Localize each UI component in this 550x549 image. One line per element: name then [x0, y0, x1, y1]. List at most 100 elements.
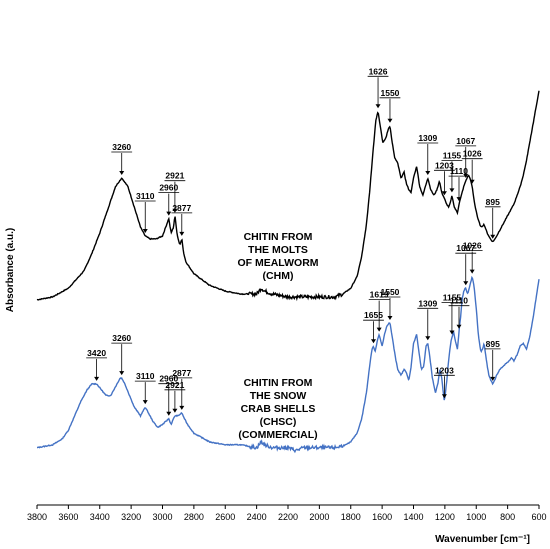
x-tick-label: 3800: [27, 512, 47, 522]
peak-arrowhead: [376, 327, 382, 332]
x-tick-label: 3600: [58, 512, 78, 522]
peak-arrowhead: [387, 118, 393, 123]
peak-arrowhead: [172, 408, 178, 413]
peak-label: 1067: [456, 243, 475, 253]
peak-arrowhead: [166, 411, 172, 416]
peak-label: 1655: [364, 310, 383, 320]
peak-label: 3260: [112, 333, 131, 343]
peak-arrowhead: [119, 371, 125, 376]
peak-label: 3110: [136, 191, 155, 201]
peak-label: 1026: [463, 241, 482, 251]
x-tick-label: 1600: [372, 512, 392, 522]
peak-arrowhead: [425, 171, 431, 175]
sample-label-chsc: THE SNOW: [250, 390, 307, 402]
peak-chm-1309: 1309: [417, 133, 439, 175]
peak-chm-2960: 2960: [158, 183, 180, 216]
peak-label: 1309: [418, 298, 437, 308]
peak-label: 2877: [172, 368, 191, 378]
x-tick-label: 2800: [184, 512, 204, 522]
peak-label: 3420: [87, 348, 106, 358]
x-tick-label: 600: [531, 512, 546, 522]
series-layer: [36, 90, 540, 454]
x-tick-label: 3200: [121, 512, 141, 522]
peak-chm-3110: 3110: [134, 191, 156, 233]
peak-label: 1110: [450, 296, 468, 306]
peak-label: 1550: [381, 88, 400, 98]
x-tick-label: 1400: [403, 512, 423, 522]
peak-chsc-1309: 1309: [417, 298, 439, 341]
series-line-chsc: [37, 275, 540, 454]
x-tick-label: 1000: [466, 512, 486, 522]
peak-chsc-3260: 3260: [111, 333, 133, 376]
peak-arrowhead: [172, 208, 178, 213]
peak-chsc-1110: 1110: [448, 296, 470, 329]
x-axis-label: Wavenumber [cm⁻¹]: [435, 534, 530, 545]
peak-arrowhead: [119, 171, 125, 175]
sample-label-chsc: CRAB SHELLS: [241, 403, 316, 415]
peak-label: 2877: [172, 203, 191, 213]
peak-chm-3260: 3260: [111, 142, 133, 175]
peak-arrowhead: [456, 197, 462, 202]
peak-arrowhead: [179, 405, 185, 410]
peak-arrowhead: [469, 179, 475, 184]
sample-label-chsc: (CHSC): [260, 416, 297, 428]
peak-arrowhead: [490, 234, 496, 239]
peak-chsc-3420: 3420: [86, 348, 108, 381]
peak-label: 3110: [136, 371, 155, 381]
peak-label: 895: [486, 197, 500, 207]
peak-label: 1550: [381, 287, 400, 297]
peak-chsc-2877: 2877: [171, 368, 193, 410]
peak-arrowhead: [166, 211, 172, 216]
peak-chm-2921: 2921: [164, 171, 186, 213]
peak-chsc-1550: 1550: [379, 287, 401, 320]
peak-arrowhead: [375, 104, 381, 109]
peak-arrowhead: [179, 231, 185, 236]
peak-arrowhead: [425, 336, 431, 341]
peak-label: 1155: [443, 293, 462, 303]
peak-label: 3260: [112, 142, 131, 152]
x-tick-label: 800: [500, 512, 515, 522]
peak-arrowhead: [94, 376, 100, 381]
x-tick-label: 2200: [278, 512, 298, 522]
peak-label: 2960: [159, 374, 178, 384]
peak-arrowhead: [370, 339, 376, 344]
peak-arrowhead: [441, 191, 447, 196]
peak-chsc-1619: 1619: [368, 290, 390, 332]
peak-arrowhead: [449, 188, 455, 193]
peak-chm-1203: 1203: [434, 160, 455, 196]
peak-arrowhead: [387, 316, 393, 320]
peak-label: 1110: [450, 166, 468, 176]
x-tick-label: 1200: [435, 512, 455, 522]
peak-label: 1026: [463, 149, 482, 159]
peak-label: 1619: [370, 290, 389, 300]
peak-annotations: 3260311029602921287716261550130912031155…: [86, 66, 501, 416]
peak-arrowhead: [441, 394, 447, 399]
peak-arrowhead: [469, 269, 475, 274]
peak-chsc-1655: 1655: [363, 310, 384, 344]
peak-chsc-1203: 1203: [434, 365, 455, 399]
peak-chm-1626: 1626: [367, 66, 389, 109]
peak-label: 1203: [435, 365, 454, 375]
peak-label: 1203: [435, 160, 454, 170]
peak-label: 2921: [165, 171, 184, 181]
sample-label-chsc: CHITIN FROM: [244, 377, 313, 389]
peak-chsc-1067: 1067: [455, 243, 477, 286]
peak-label: 1626: [369, 66, 388, 76]
peak-chsc-1155: 1155: [441, 293, 463, 335]
x-tick-label: 3400: [90, 512, 110, 522]
sample-label-chm: OF MEALWORM: [237, 257, 318, 269]
peak-chsc-1026: 1026: [461, 241, 483, 274]
peak-chsc-3110: 3110: [134, 371, 156, 405]
peak-arrowhead: [456, 324, 462, 329]
peak-label: 895: [486, 339, 500, 349]
x-axis-ticks: 3800 3600 3400 3200 3000 2800 2600 2400 2200 2000…: [27, 505, 547, 522]
peak-label: 2921: [165, 380, 184, 390]
peak-label: 1067: [456, 136, 475, 146]
sample-label-chsc: (COMMERCIAL): [238, 429, 317, 441]
peak-arrowhead: [142, 400, 148, 405]
peak-arrowhead: [449, 330, 455, 335]
peak-chsc-895: 895: [484, 339, 501, 381]
peak-chm-1026: 1026: [461, 149, 483, 184]
